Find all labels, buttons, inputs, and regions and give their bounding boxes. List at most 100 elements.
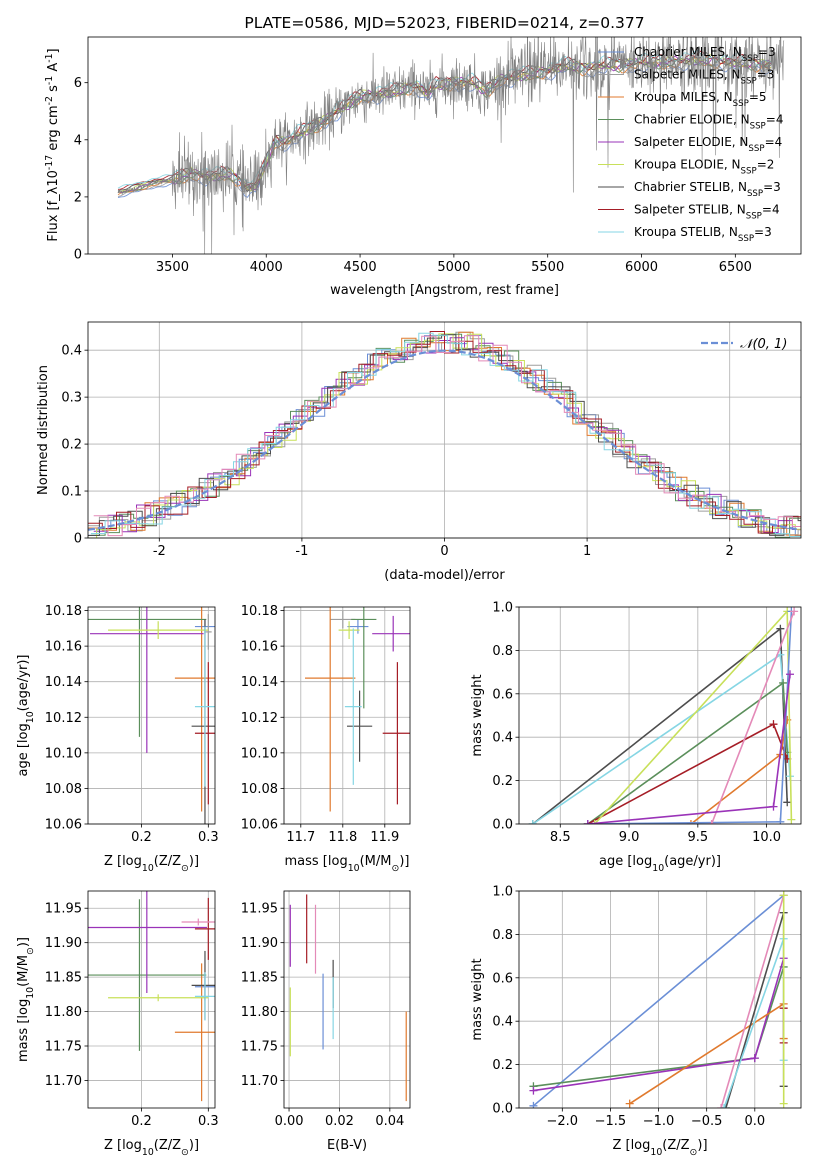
y-axis-label: mass weight xyxy=(470,958,485,1040)
histogram-kroupa_miles xyxy=(88,331,801,536)
y-tick-label: 4 xyxy=(74,133,82,148)
y-tick-label: 0 xyxy=(74,532,82,547)
chart-mass_weight_vs_age: 8.5 9.0 9.5 10.0 0.0 0.2 0.4 0.6 0.8 1.0 age [log1… xyxy=(470,601,802,874)
weight-line-pink xyxy=(720,895,785,1108)
y-tick-label: 11.95 xyxy=(241,902,278,917)
chart-mass_vs_ebv: 0.00 0.02 0.04 11.70 11.75 11.80 11.85 11.90 11.… xyxy=(241,890,411,1153)
axes-frame xyxy=(518,606,802,825)
plot-area xyxy=(305,607,410,812)
y-tick-label: 0.2 xyxy=(492,1058,513,1073)
weight-marker-pink xyxy=(790,607,799,616)
y-tick-label: 0.0 xyxy=(492,1102,513,1117)
legend-label: Kroupa STELIB, NSSP=3 xyxy=(634,225,772,244)
x-tick-label: 11.9 xyxy=(370,830,399,845)
legend-label: Salpeter MILES, NSSP=3 xyxy=(634,68,774,87)
x-axis-label: age [log10(age/yr)] xyxy=(599,854,721,874)
chart-mass_vs_Z: 0.2 0.3 11.70 11.75 11.80 11.85 11.90 11.95 Z [l… xyxy=(16,890,219,1158)
y-tick-label: 0.8 xyxy=(492,644,513,659)
x-axis-label: Z [log10(Z/Z⊙)] xyxy=(104,854,199,874)
y-tick-label: 0 xyxy=(74,248,82,263)
x-tick-label: 0.3 xyxy=(198,830,219,845)
y-tick-label: 1.0 xyxy=(492,885,513,900)
histogram-kroupa_elodie xyxy=(88,333,801,538)
y-tick-label: 2 xyxy=(74,190,82,205)
x-tick-label: −1.0 xyxy=(643,1114,675,1129)
chart-spectrum: 3500 4000 4500 5000 5500 6000 6500 0 2 4 6 PLATE=05… xyxy=(44,14,802,298)
weight-marker-chabrier_miles xyxy=(776,817,785,824)
y-tick-label: 10.14 xyxy=(241,675,278,690)
y-tick-label: 0.4 xyxy=(492,731,513,746)
axes-frame xyxy=(87,36,802,255)
y-axis-label: Normed distribution xyxy=(36,365,51,495)
histogram-salpeter_elodie xyxy=(93,337,801,533)
x-tick-label: -2 xyxy=(153,544,166,559)
plot-area xyxy=(88,891,215,1102)
legend-label: Kroupa MILES, NSSP=5 xyxy=(634,90,767,109)
y-axis-label: Flux [f_λ10-17 erg cm-2 s-1 A-1] xyxy=(44,48,62,241)
y-tick-label: 10.08 xyxy=(45,782,82,797)
legend-label: Chabrier STELIB, NSSP=3 xyxy=(634,180,781,199)
histogram-pink xyxy=(93,335,801,537)
y-tick-label: 10.12 xyxy=(45,711,82,726)
x-tick-label: 0.00 xyxy=(275,1114,304,1129)
y-tick-label: 10.16 xyxy=(241,640,278,655)
x-tick-label: 8.5 xyxy=(550,830,571,845)
y-tick-label: 10.06 xyxy=(241,818,278,833)
y-axis-label: mass weight xyxy=(470,674,485,756)
y-tick-label: 0.6 xyxy=(492,687,513,702)
x-axis-label: wavelength [Angstrom, rest frame] xyxy=(330,283,559,298)
weight-marker-chabrier_stelib xyxy=(721,1104,730,1108)
weight-line-salpeter_stelib xyxy=(587,723,788,824)
y-tick-label: 10.10 xyxy=(241,746,278,761)
x-tick-label: 0 xyxy=(440,544,448,559)
plot-area xyxy=(528,607,799,824)
x-tick-label: -1 xyxy=(295,544,308,559)
weight-marker-salpeter_elodie xyxy=(529,1086,538,1095)
y-tick-label: 0.6 xyxy=(492,971,513,986)
histogram-salpeter_miles xyxy=(88,331,801,536)
y-tick-label: 10.16 xyxy=(45,640,82,655)
histogram-chabrier_stelib xyxy=(88,334,801,536)
plot-area xyxy=(529,891,788,1108)
x-axis-label: (data-model)/error xyxy=(384,568,505,583)
x-tick-label: 4500 xyxy=(344,260,377,275)
weight-marker-kroupa_elodie xyxy=(787,815,796,824)
y-tick-label: 11.75 xyxy=(241,1040,278,1055)
y-tick-label: 11.90 xyxy=(241,936,278,951)
y-tick-label: 10.14 xyxy=(45,675,82,690)
y-tick-label: 0.4 xyxy=(492,1015,513,1030)
weight-marker-salpeter_stelib xyxy=(769,720,778,729)
y-tick-label: 10.18 xyxy=(45,604,82,619)
weight-marker-kroupa_elodie xyxy=(779,891,788,900)
chart-residuals: -2 -1 0 1 2 0 0.1 0.2 0.3 0.4 (data-model)/error No… xyxy=(36,321,802,583)
weight-marker-kroupa_elodie xyxy=(779,1099,788,1108)
axes-frame xyxy=(283,606,411,825)
weight-marker-salpeter_elodie xyxy=(785,670,794,679)
observed-spectrum xyxy=(117,37,785,254)
chart-age_vs_Z: 0.2 0.3 10.06 10.08 10.10 10.12 10.14 10.16 10.1… xyxy=(16,604,219,874)
chart-age_vs_mass: 11.7 11.8 11.9 10.06 10.08 10.10 10.12 10.14 10.… xyxy=(241,604,411,874)
x-tick-label: 1 xyxy=(583,544,591,559)
x-axis-label: E(B-V) xyxy=(327,1138,367,1153)
x-tick-label: 0.2 xyxy=(131,1114,152,1129)
x-axis-label: Z [log10(Z/Z⊙)] xyxy=(612,1138,707,1158)
y-tick-label: 11.90 xyxy=(45,936,82,951)
y-tick-label: 11.85 xyxy=(45,971,82,986)
weight-marker-chabrier_elodie xyxy=(779,678,788,687)
x-tick-label: 0.04 xyxy=(375,1114,404,1129)
weight-line-pink xyxy=(710,611,795,824)
chart-title: PLATE=0586, MJD=52023, FIBERID=0214, z=0… xyxy=(244,14,644,32)
y-tick-label: 11.70 xyxy=(241,1074,278,1089)
y-tick-label: 0.3 xyxy=(61,391,82,406)
weight-marker-pink xyxy=(707,820,716,824)
weight-marker-kroupa_stelib xyxy=(720,1104,729,1108)
y-tick-label: 0.1 xyxy=(61,485,82,500)
legend-label: Kroupa ELODIE, NSSP=2 xyxy=(634,158,774,177)
axes-frame xyxy=(518,890,802,1109)
weight-marker-pink xyxy=(717,1104,726,1108)
y-tick-label: 10.10 xyxy=(45,746,82,761)
weight-marker-chabrier_miles xyxy=(529,1101,538,1108)
axes-frame xyxy=(87,890,216,1109)
legend-label: Salpeter STELIB, NSSP=4 xyxy=(634,203,780,222)
